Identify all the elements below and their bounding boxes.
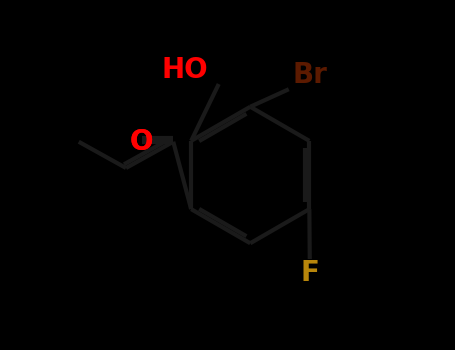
Text: Br: Br bbox=[292, 61, 327, 89]
Text: F: F bbox=[300, 259, 319, 287]
Text: HO: HO bbox=[162, 56, 208, 84]
Text: O: O bbox=[130, 128, 153, 156]
Text: O: O bbox=[130, 128, 153, 156]
